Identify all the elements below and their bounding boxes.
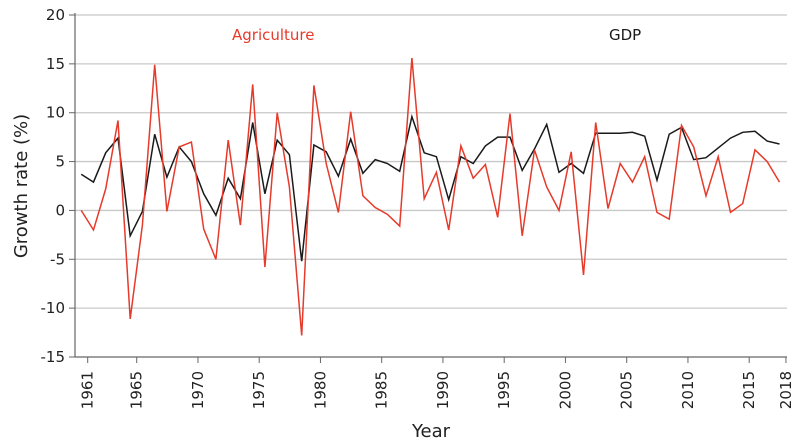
x-tick-label: 1975 — [250, 371, 268, 409]
x-axis-label: Year — [411, 421, 451, 442]
y-axis-ticks: 20 15 10 5 0 -5 -10 -15 — [41, 6, 75, 366]
x-tick-label: 1985 — [373, 371, 391, 409]
x-tick-label: 2010 — [679, 371, 697, 409]
x-tick-label: 2000 — [556, 371, 574, 409]
x-tick-label: 1995 — [495, 371, 513, 409]
y-tick-label: 15 — [46, 55, 65, 73]
gridlines — [75, 14, 787, 309]
x-tick-label: 1970 — [189, 371, 207, 409]
y-tick-label: 0 — [55, 201, 65, 219]
y-tick-label: -15 — [41, 348, 66, 366]
x-tick-label: 2015 — [740, 371, 758, 409]
series-label-agriculture: Agriculture — [232, 26, 315, 44]
series-label-gdp: GDP — [609, 26, 641, 44]
series-line-agriculture — [80, 57, 781, 336]
y-tick-label: 10 — [46, 104, 65, 122]
x-tick-label: 1961 — [79, 371, 97, 409]
series-line-gdp — [80, 113, 780, 262]
y-tick-label: 20 — [46, 6, 65, 24]
x-tick-label: 2018 — [777, 371, 795, 409]
x-tick-label: 2005 — [618, 371, 636, 409]
x-tick-label: 1990 — [434, 371, 452, 409]
y-axis-label: Growth rate (%) — [11, 114, 32, 258]
y-tick-label: 5 — [55, 153, 65, 171]
y-tick-label: -5 — [50, 250, 65, 268]
x-axis-ticks: 1961 1965 1970 1975 1980 1985 1990 1995 2000 2005… — [79, 357, 795, 409]
y-tick-label: -10 — [41, 299, 66, 317]
series-lines — [80, 57, 781, 336]
x-tick-label: 1980 — [311, 371, 329, 409]
x-tick-label: 1965 — [128, 371, 146, 409]
